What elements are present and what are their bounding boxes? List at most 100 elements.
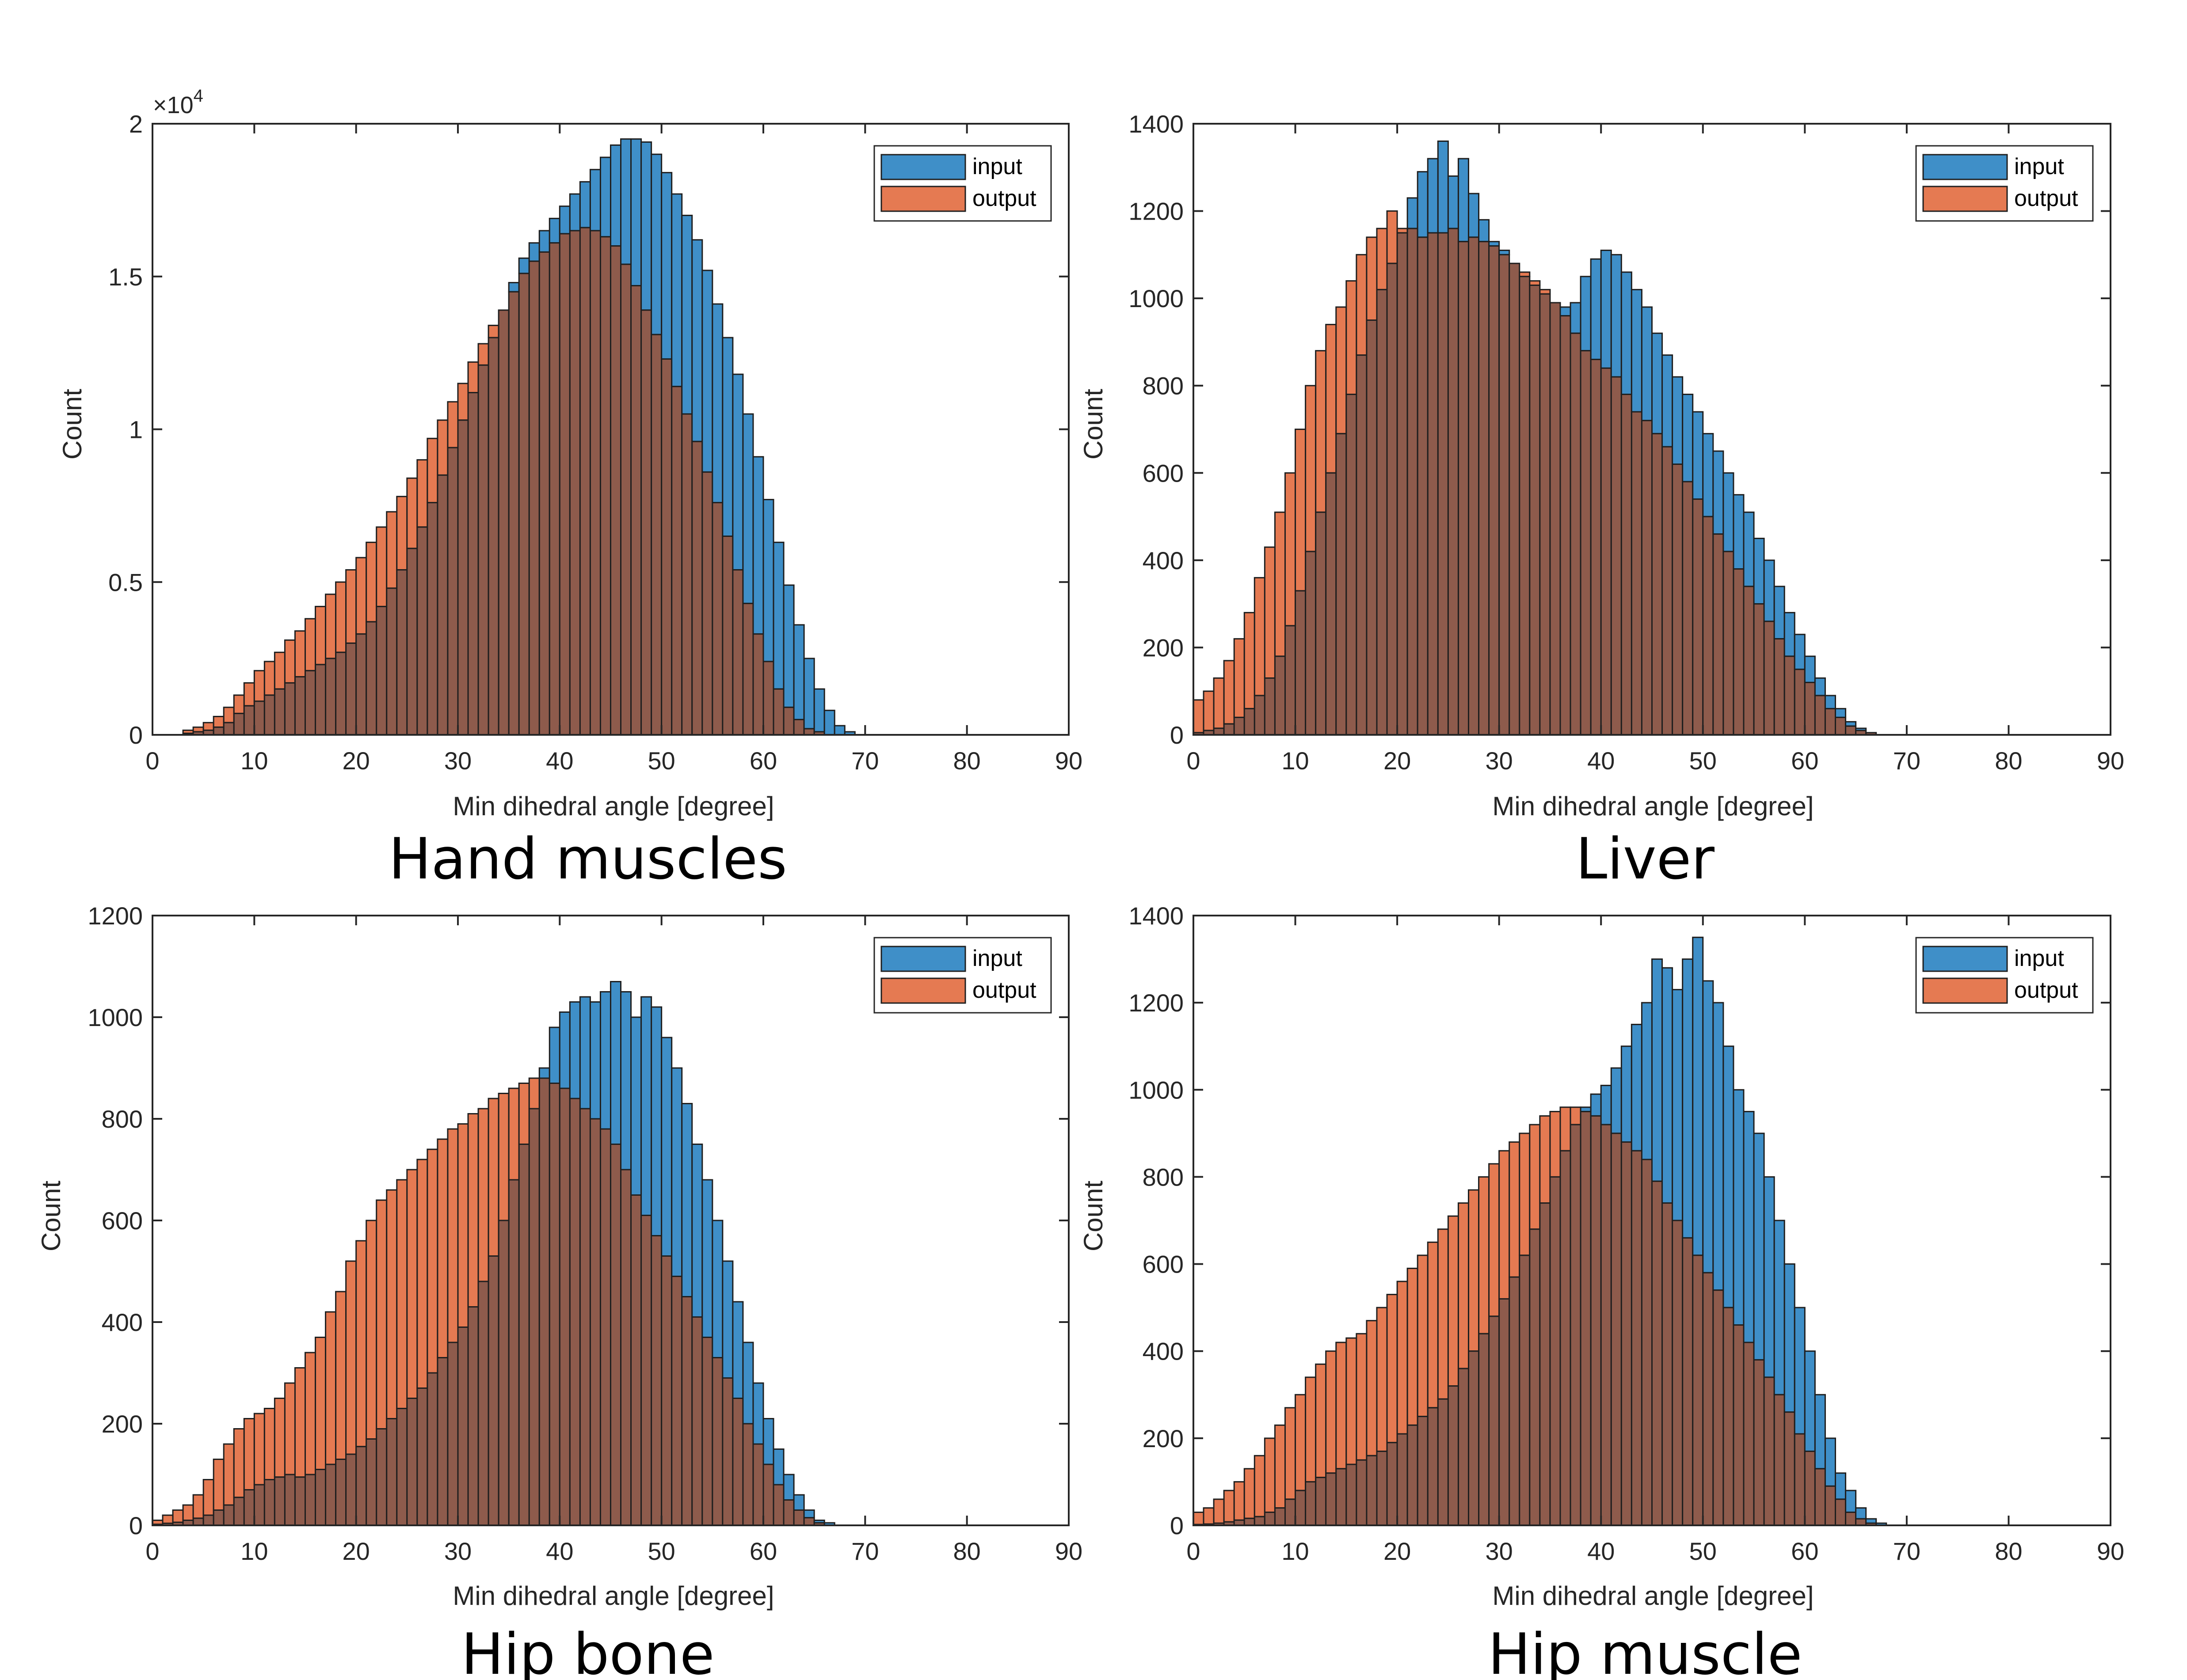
bar-output — [274, 1398, 286, 1478]
bar-input — [783, 1474, 795, 1501]
bar-overlap — [1295, 1490, 1307, 1526]
bar-overlap — [1722, 1307, 1734, 1526]
bar-overlap — [294, 1476, 306, 1526]
bar-output — [1386, 1294, 1398, 1444]
bar-input — [712, 303, 724, 503]
bar-overlap — [1733, 568, 1745, 736]
bar-output — [416, 459, 428, 528]
bar-overlap — [1509, 262, 1520, 736]
x-tick-label: 60 — [750, 747, 777, 775]
legend-swatch-output — [880, 977, 966, 1004]
bar-overlap — [416, 1387, 428, 1526]
bar-overlap — [1559, 315, 1571, 736]
legend-label-input: input — [2014, 946, 2064, 971]
bar-overlap — [691, 1316, 703, 1526]
bar-input — [1651, 958, 1663, 1182]
bar-overlap — [1600, 367, 1612, 736]
x-tick-label: 20 — [1383, 747, 1411, 775]
y-tick-label: 600 — [102, 1207, 143, 1235]
x-tick-label: 20 — [343, 1537, 370, 1565]
x-tick-label: 70 — [1893, 747, 1920, 775]
bar-input — [1712, 1002, 1724, 1291]
bar-overlap — [783, 1499, 795, 1526]
bar-input — [1835, 708, 1847, 718]
xlabel-hand-muscles: Min dihedral angle [degree] — [453, 791, 774, 821]
bar-output — [376, 526, 388, 608]
bar-output — [1213, 677, 1225, 729]
bar-output — [1356, 254, 1368, 356]
bar-output — [335, 1291, 347, 1460]
bar-output — [1549, 1111, 1561, 1178]
bar-overlap — [1845, 1511, 1857, 1526]
bar-overlap — [712, 502, 724, 736]
bar-overlap — [1529, 285, 1541, 736]
bar-overlap — [1427, 1407, 1439, 1526]
bar-overlap — [661, 1255, 673, 1526]
bar-input — [569, 1001, 581, 1099]
bar-overlap — [253, 700, 265, 736]
bar-overlap — [1478, 1333, 1490, 1526]
bar-overlap — [569, 1098, 581, 1526]
bar-overlap — [488, 1255, 499, 1526]
ytick-multiplier-exponent: 4 — [194, 86, 203, 106]
bar-output — [1264, 1437, 1276, 1513]
bar-overlap — [1672, 1220, 1684, 1526]
title-hip-bone: Hip bone — [461, 1622, 714, 1680]
bar-input — [610, 144, 622, 247]
bar-input — [599, 991, 612, 1130]
bar-overlap — [263, 694, 275, 736]
x-tick-label: 90 — [1055, 1537, 1082, 1565]
axes-box — [1193, 123, 2111, 736]
bar-overlap — [762, 661, 774, 736]
bar-output — [518, 1083, 530, 1145]
bar-overlap — [1335, 433, 1347, 736]
bar-overlap — [1773, 638, 1785, 736]
bar-input — [1590, 258, 1602, 360]
bar-input — [1855, 1507, 1867, 1520]
bar-overlap — [701, 1337, 713, 1526]
bar-input — [630, 138, 642, 286]
bar-output — [223, 707, 235, 723]
bar-overlap — [1417, 236, 1429, 736]
bar-output — [1233, 638, 1245, 718]
bar-output — [223, 1443, 235, 1506]
bar-overlap — [416, 526, 428, 736]
bar-overlap — [274, 688, 286, 736]
bar-output — [1447, 1215, 1459, 1387]
bar-input — [1814, 1394, 1826, 1470]
bar-input — [1651, 332, 1663, 434]
bar-input — [1773, 585, 1785, 640]
bar-overlap — [406, 547, 418, 736]
bar-overlap — [345, 1453, 357, 1526]
bar-input — [1620, 1045, 1632, 1143]
legend-label-input: input — [2014, 154, 2064, 179]
legend-hand-muscles: input output — [873, 145, 1052, 222]
bar-input — [793, 624, 805, 720]
bar-overlap — [1824, 708, 1836, 736]
bar-input — [1590, 1093, 1602, 1117]
bar-overlap — [335, 1459, 347, 1526]
bar-overlap — [681, 413, 693, 736]
bar-output — [325, 1311, 337, 1465]
x-tick-label: 10 — [1281, 747, 1309, 775]
bar-output — [508, 1087, 520, 1181]
bar-output — [376, 1199, 388, 1429]
bar-overlap — [579, 227, 591, 736]
y-tick-label: 200 — [1143, 1425, 1184, 1452]
bar-output — [1519, 1133, 1531, 1256]
y-tick-label: 1200 — [1128, 198, 1184, 225]
bar-output — [1213, 1498, 1225, 1524]
bar-overlap — [1631, 411, 1642, 736]
bar-input — [569, 193, 581, 232]
bar-overlap — [233, 1497, 245, 1526]
bar-input — [1702, 433, 1714, 517]
bar-input — [599, 156, 612, 238]
x-tick-label: 70 — [851, 747, 879, 775]
bar-overlap — [1233, 716, 1245, 736]
bar-output — [366, 541, 377, 623]
bar-overlap — [1620, 1141, 1632, 1526]
bar-input — [1672, 989, 1684, 1221]
x-tick-label: 90 — [2097, 1537, 2124, 1565]
bar-output — [1243, 1468, 1255, 1519]
bar-output — [345, 1260, 357, 1455]
